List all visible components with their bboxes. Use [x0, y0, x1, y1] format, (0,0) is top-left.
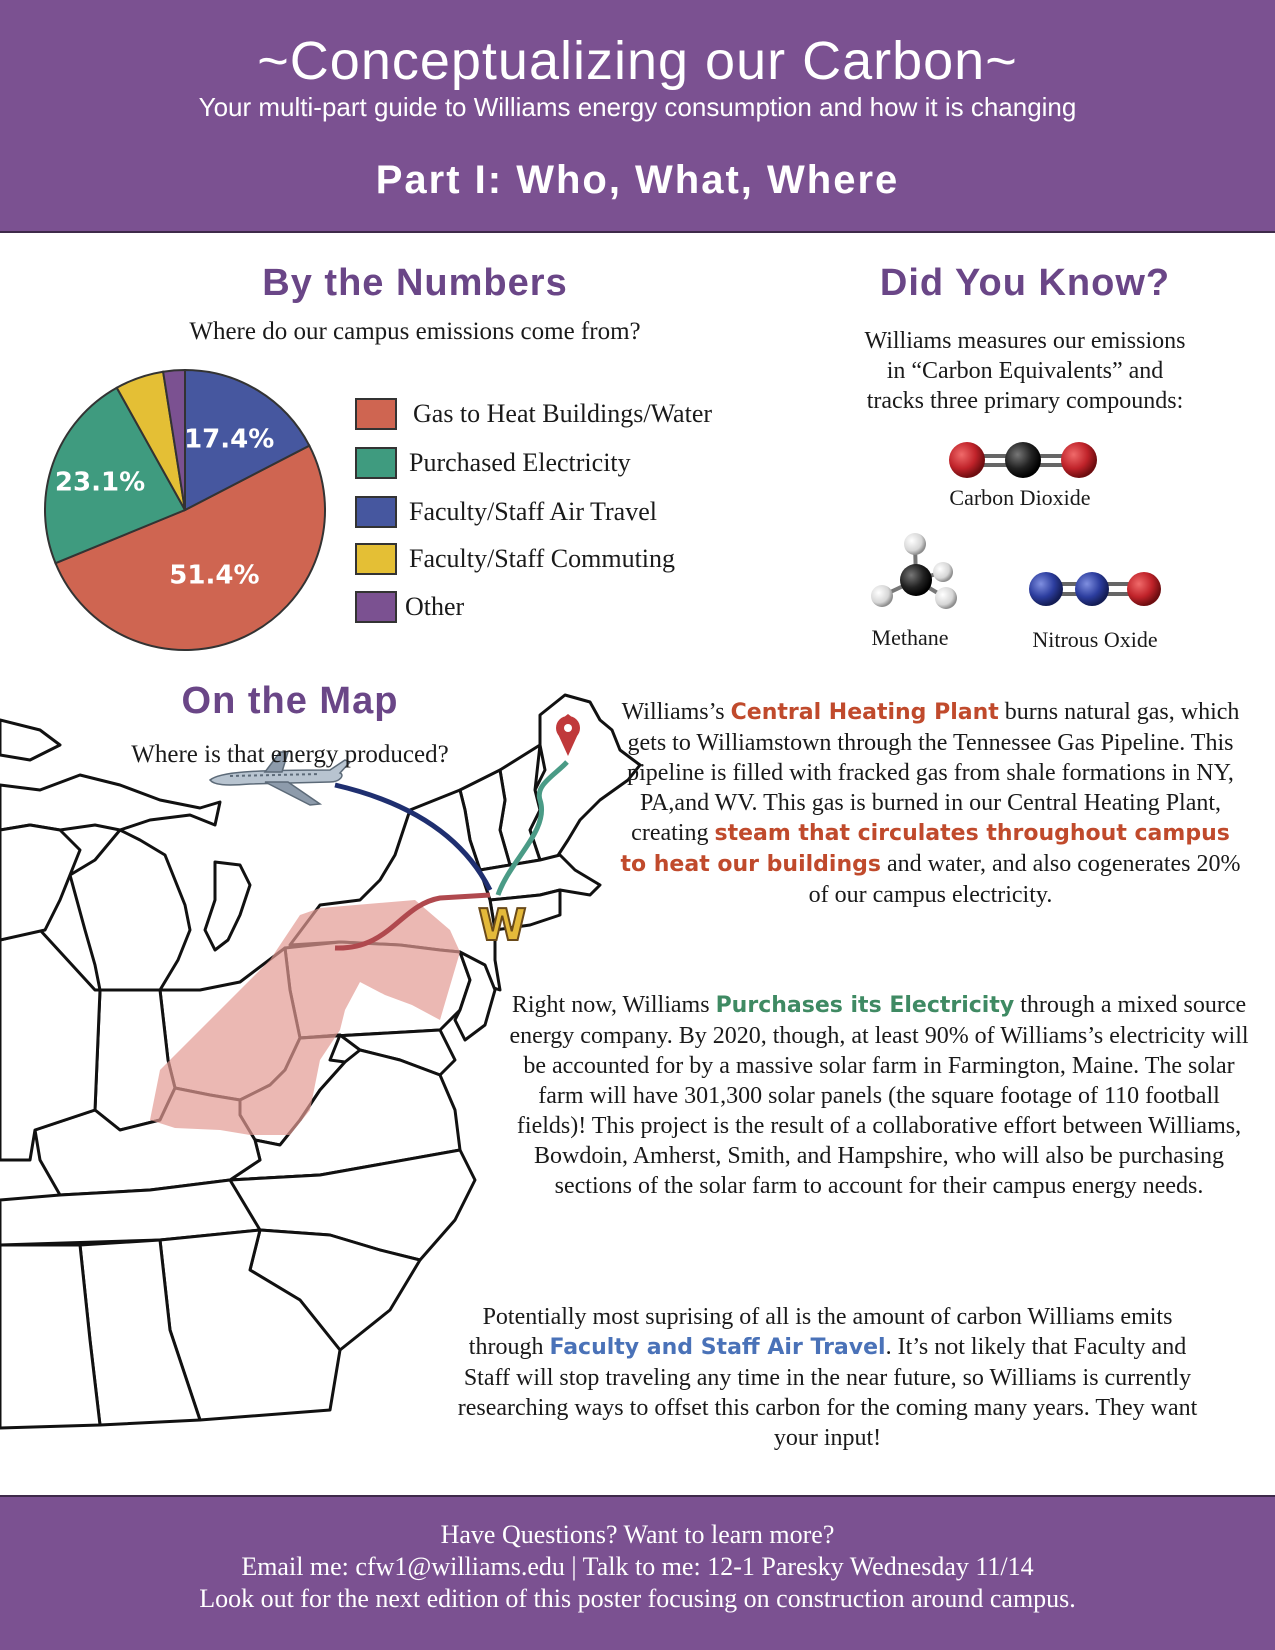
did-you-know-line: in “Carbon Equivalents” and: [886, 358, 1164, 384]
legend-item: Gas to Heat Buildings/Water: [355, 396, 775, 432]
legend-item: Faculty/Staff Air Travel: [355, 494, 775, 530]
carbon-dioxide-molecule-icon: [949, 442, 1097, 478]
footer-line: Have Questions? Want to learn more?: [440, 1520, 835, 1549]
pie-slice-label: 17.4%: [184, 424, 274, 454]
footer-line: Email me: cfw1@williams.edu | Talk to me…: [241, 1552, 1034, 1581]
pie-slice-label: 23.1%: [55, 467, 145, 497]
nitrous-oxide-label: Nitrous Oxide: [1032, 627, 1158, 652]
legend-label: Gas to Heat Buildings/Water: [413, 399, 713, 428]
air-travel-highlight: Faculty and Staff Air Travel: [549, 1335, 886, 1360]
legend-swatch: [355, 496, 397, 528]
pie-slice: [54, 444, 326, 651]
emissions-pie-chart: 51.4% 23.1% 17.4%: [44, 368, 326, 651]
map-heading: On the Map: [181, 680, 399, 722]
williams-marker-icon: W: [477, 899, 528, 952]
did-you-know-text: Williams measures our emissions in “Carb…: [800, 326, 1250, 416]
numbers-question: Where do our campus emissions come from?: [189, 318, 641, 345]
legend-item: Purchased Electricity: [355, 445, 775, 481]
central-heating-plant-highlight: Central Heating Plant: [730, 700, 999, 725]
legend-item: Other: [355, 589, 775, 625]
legend-swatch: [355, 591, 397, 623]
legend-label: Other: [405, 592, 465, 621]
paragraph-text: Potentially most suprising of all is the…: [468, 1304, 1173, 1360]
paragraph-text: burns natural gas, which gets to William…: [627, 699, 1240, 846]
paragraph-text: and water, and also cogenerates 20% of o…: [808, 851, 1241, 908]
legend-label: Faculty/Staff Commuting: [409, 544, 676, 573]
steam-highlight: steam that circulates throughout campus …: [620, 821, 1230, 877]
heating-plant-paragraph: Williams’s Central Heating Plant burns n…: [618, 697, 1243, 910]
paragraph-text: Williams’s: [621, 699, 731, 725]
legend-label: Purchased Electricity: [409, 448, 631, 477]
methane-label: Methane: [871, 625, 949, 650]
carbon-dioxide-label: Carbon Dioxide: [949, 485, 1091, 510]
footer-banner: Have Questions? Want to learn more? Emai…: [0, 1495, 1275, 1650]
nitrous-oxide-molecule-icon: [1029, 572, 1161, 606]
paragraph-text: Right now, Williams: [511, 992, 716, 1018]
numbers-heading: By the Numbers: [262, 262, 568, 304]
poster-title: ~Conceptualizing our Carbon~: [257, 31, 1018, 91]
electricity-paragraph: Right now, Williams Purchases its Electr…: [505, 990, 1253, 1201]
did-you-know-heading: Did You Know?: [879, 262, 1171, 304]
legend-item: Faculty/Staff Commuting: [355, 541, 775, 577]
header-banner: ~Conceptualizing our Carbon~ Your multi-…: [0, 0, 1275, 233]
purchased-electricity-highlight: Purchases its Electricity: [715, 993, 1015, 1018]
air-travel-paragraph: Potentially most suprising of all is the…: [445, 1302, 1210, 1453]
pie-slice: [184, 368, 311, 512]
map-question: Where is that energy produced?: [131, 741, 449, 768]
legend-label: Faculty/Staff Air Travel: [409, 497, 657, 526]
legend-swatch: [355, 398, 397, 430]
poster-subtitle: Your multi-part guide to Williams energy…: [198, 92, 1077, 122]
pie-slice-label: 51.4%: [169, 561, 259, 591]
legend-swatch: [355, 543, 397, 575]
paragraph-text: . It’s not likely that Faculty and Staff…: [457, 1334, 1198, 1451]
methane-molecule-icon: [871, 533, 957, 609]
northeast-us-map: [0, 693, 642, 1430]
part-heading: Part I: Who, What, Where: [375, 158, 900, 202]
legend-swatch: [355, 447, 397, 479]
pie-slice: [44, 386, 187, 565]
did-you-know-line: tracks three primary compounds:: [866, 388, 1184, 414]
paragraph-text: through a mixed source energy company. B…: [509, 992, 1249, 1199]
footer-line: Look out for the next edition of this po…: [199, 1584, 1076, 1613]
did-you-know-line: Williams measures our emissions: [864, 328, 1186, 354]
